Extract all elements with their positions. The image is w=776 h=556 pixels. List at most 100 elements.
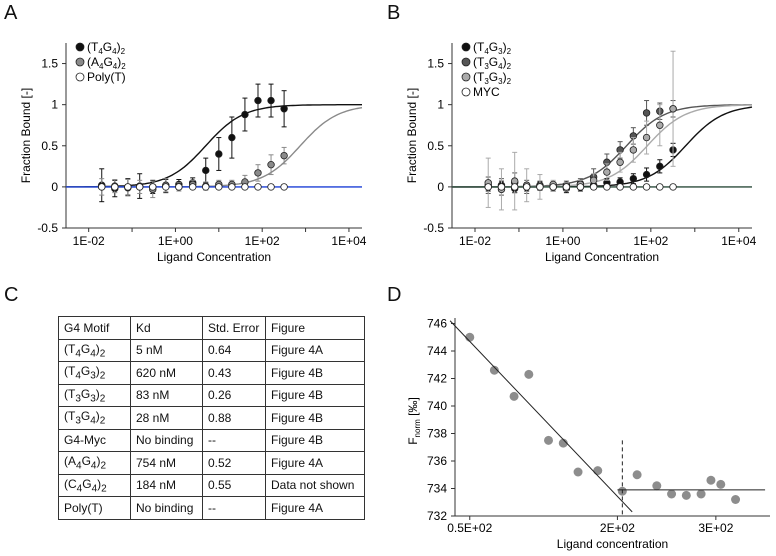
panel-d-data-point — [706, 475, 716, 485]
panel-b-legend-marker — [461, 42, 471, 52]
panel-b-data-point — [669, 105, 677, 113]
panel-a-data-point — [228, 183, 236, 191]
std-error-cell: -- — [202, 496, 266, 520]
std-error-cell: 0.55 — [202, 473, 266, 497]
panel-d-y-tick-label: 738 — [427, 427, 447, 441]
panel-d-y-tick-label: 740 — [427, 399, 447, 413]
panel-a-x-label: Ligand Concentration — [157, 250, 271, 264]
panel-a-data-point — [254, 169, 262, 177]
panel-b-data-point — [497, 183, 506, 191]
panel-b-data-point — [536, 183, 544, 191]
panel-a-data-point — [267, 96, 275, 105]
panel-a-data-point — [98, 183, 106, 191]
panel-b-y-label: Fraction Bound [-] — [405, 88, 419, 183]
panel-b-y-tick-label: -0.5 — [423, 221, 444, 235]
panel-a-data-point — [267, 160, 275, 169]
panel-b-data-point — [549, 183, 557, 191]
panel-a-data-point — [202, 183, 210, 191]
panel-d-data-point — [667, 489, 677, 499]
panel-a-data-point — [188, 183, 197, 191]
panel-b-fit-curve — [452, 104, 752, 188]
panel-d-data-point — [731, 495, 741, 504]
table-row: Poly(T) No binding -- Figure 4A — [58, 496, 365, 520]
panel-a-data-point — [215, 150, 223, 158]
panel-b-data-point — [642, 109, 651, 117]
panel-b-legend-marker — [461, 57, 471, 67]
figure-cell: Data not shown — [265, 473, 365, 497]
table-header-cell: G4 Motif — [58, 316, 131, 340]
panel-a-y-tick-label: 1 — [51, 98, 58, 112]
panel-d-y-tick-label: 736 — [427, 454, 447, 468]
panel-d-y-label: Fnorm [‰] — [406, 397, 422, 445]
panel-a-data-point — [280, 183, 288, 191]
table-row: G4-Myc No binding -- Figure 4B — [58, 428, 365, 452]
panel-b-data-point — [669, 183, 677, 191]
table-row: (T3G4)2 28 nM 0.88 Figure 4B — [58, 406, 365, 430]
panel-d-data-point — [489, 365, 499, 375]
panel-b-data-point — [629, 183, 638, 191]
panel-a-data-point — [280, 151, 288, 160]
panel-c-letter: C — [4, 284, 19, 306]
panel-b-data-point — [603, 183, 611, 191]
table-header-cell: Kd — [130, 316, 203, 340]
std-error-cell: 0.43 — [202, 361, 266, 385]
panel-b-legend-label: (T3G3)2 — [473, 70, 512, 86]
panel-d-data-point — [544, 435, 554, 445]
panel-d-data-point — [681, 490, 691, 500]
kd-cell: 28 nM — [130, 406, 203, 430]
panel-b-data-point — [656, 183, 664, 191]
panel-d-data-point — [716, 479, 726, 489]
panel-b-x-label: Ligand Concentration — [545, 250, 659, 264]
panel-b-data-point — [629, 146, 638, 154]
panel-b-letter: B — [387, 2, 401, 24]
panel-a-x-tick-label: 1E+04 — [331, 234, 366, 248]
panel-b-legend-label: (T4G3)2 — [473, 40, 512, 56]
panel-a-fit-curve — [66, 104, 362, 188]
panel-a-data-point — [215, 183, 223, 191]
panel-d-y-tick-label: 744 — [427, 344, 447, 358]
panel-b-legend-marker — [461, 87, 471, 97]
panel-a-legend-label: (T4G4)2 — [87, 40, 126, 56]
kd-cell: 5 nM — [130, 338, 203, 362]
panel-a-data-point — [280, 105, 288, 113]
panel-a-data-point — [202, 166, 210, 175]
panel-a-data-point — [241, 110, 249, 119]
panel-b-data-point — [616, 158, 624, 166]
panel-a-data-point — [228, 133, 236, 142]
panel-a-x-tick-label: 1E+00 — [158, 234, 193, 248]
std-error-cell: 0.52 — [202, 451, 266, 475]
panel-a-x-tick-label: 1E-02 — [73, 234, 105, 248]
motif-cell: G4-Myc — [58, 428, 131, 452]
table-row: (A4G4)2 754 nM 0.52 Figure 4A — [58, 451, 365, 475]
panel-a-data-point — [149, 183, 157, 191]
panel-b-legend-marker — [461, 72, 471, 82]
table-row: (T3G3)2 83 nM 0.26 Figure 4B — [58, 383, 365, 407]
kd-cell: No binding — [130, 428, 203, 452]
panel-a-y-tick-label: -0.5 — [37, 221, 58, 235]
panel-a-data-point — [162, 183, 170, 191]
kd-cell: 620 nM — [130, 361, 203, 385]
panel-d-data-point — [509, 391, 519, 401]
panel-a-data-point — [267, 183, 275, 191]
panel-a-data-point — [175, 183, 183, 191]
panel-a-legend-marker — [75, 57, 85, 67]
std-error-cell: 0.64 — [202, 338, 266, 362]
motif-cell: (A4G4)2 — [58, 451, 131, 475]
panel-b-fit-curve — [452, 106, 753, 188]
kd-cell: 754 nM — [130, 451, 203, 475]
table-row: (C4G4)2 184 nM 0.55 Data not shown — [58, 473, 365, 497]
panel-a-legend-label: (A4G4)2 — [87, 55, 126, 71]
figure-cell: Figure 4A — [265, 451, 365, 475]
panel-b-legend-label: MYC — [473, 85, 500, 99]
std-error-cell: -- — [202, 428, 266, 452]
panel-b-x-tick-label: 1E+00 — [545, 234, 580, 248]
panel-d-x-label: Ligand concentration — [557, 537, 668, 551]
panel-b-x-tick-label: 1E-02 — [459, 234, 491, 248]
panel-d-data-point — [465, 332, 475, 342]
panel-b-data-point — [603, 168, 611, 176]
motif-cell: (T4G3)2 — [58, 361, 131, 385]
panel-b-data-point — [510, 183, 519, 191]
std-error-cell: 0.26 — [202, 383, 266, 407]
table-row: (T4G3)2 620 nM 0.43 Figure 4B — [58, 361, 365, 385]
